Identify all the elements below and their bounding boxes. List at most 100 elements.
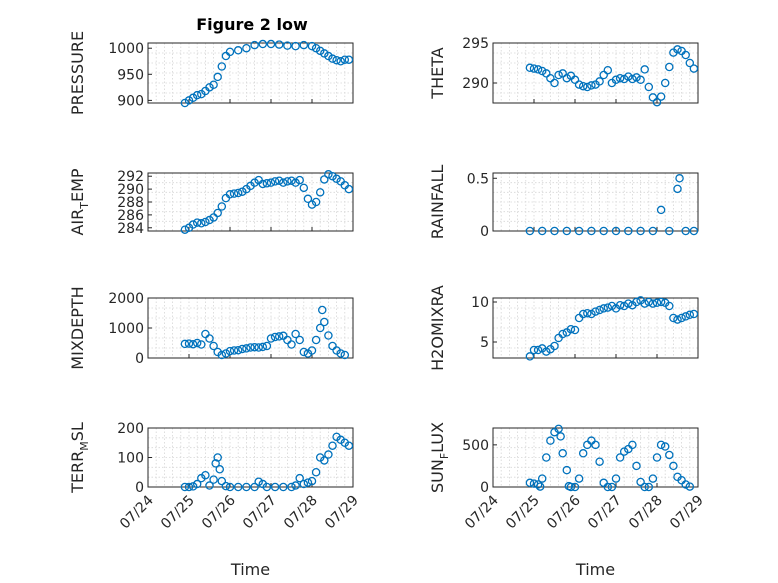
data-point <box>615 300 625 310</box>
data-point <box>324 331 333 340</box>
data-point <box>558 329 567 339</box>
data-point <box>525 226 535 236</box>
data-point <box>307 41 317 51</box>
data-point <box>225 482 235 492</box>
data-point <box>550 78 559 88</box>
subplot-theta: 290 295 THETA <box>428 36 699 107</box>
data-point <box>233 188 243 198</box>
data-point <box>677 313 686 323</box>
y-tick-label: 0 <box>135 480 144 496</box>
data-point <box>217 202 227 211</box>
data-point <box>656 440 666 450</box>
data-point <box>550 226 559 236</box>
data-point <box>562 73 572 83</box>
data-point <box>262 179 272 188</box>
data-point <box>250 482 259 492</box>
data-point <box>233 345 243 355</box>
data-point <box>566 482 576 492</box>
y-axis-label: AIRTEMP <box>68 168 91 235</box>
y-tick-label: 950 <box>117 67 144 83</box>
data-point <box>570 325 580 335</box>
data-point <box>673 45 682 54</box>
data-point <box>332 55 341 65</box>
data-point <box>660 78 670 88</box>
data-point <box>254 477 263 486</box>
data-point <box>675 174 684 183</box>
x-axis-label: Time <box>575 560 615 579</box>
data-point <box>221 481 231 491</box>
data-point <box>665 226 674 236</box>
data-point <box>529 64 539 73</box>
data-point <box>213 72 222 82</box>
data-point <box>213 208 222 218</box>
data-point <box>669 461 678 471</box>
data-point <box>320 175 329 184</box>
data-point <box>258 179 268 189</box>
data-point <box>648 93 658 102</box>
data-point <box>225 47 235 57</box>
x-tick-label: 07/28 <box>626 493 666 533</box>
data-point <box>535 482 545 491</box>
data-point <box>550 341 559 351</box>
data-point <box>603 482 613 492</box>
data-point <box>607 301 617 311</box>
data-point <box>595 77 604 86</box>
data-point <box>533 480 543 489</box>
data-point <box>595 457 604 466</box>
data-point <box>225 346 235 356</box>
data-point <box>587 226 596 236</box>
data-point <box>250 342 259 352</box>
data-point <box>328 441 337 450</box>
y-tick-label: 0.5 <box>467 171 489 187</box>
data-point <box>344 55 354 64</box>
chart-title: Figure 2 low <box>196 15 308 34</box>
data-point <box>291 41 300 51</box>
data-point <box>311 467 321 477</box>
data-point <box>681 480 690 489</box>
data-point <box>628 74 637 84</box>
data-point <box>211 459 220 468</box>
data-point <box>640 482 649 492</box>
data-point <box>344 184 354 194</box>
data-point <box>562 465 572 475</box>
data-point <box>229 346 239 355</box>
data-point <box>242 43 251 53</box>
y-tick-label: 500 <box>462 438 489 454</box>
data-point <box>644 482 654 492</box>
data-point <box>562 226 572 236</box>
data-point <box>233 482 243 492</box>
data-point <box>250 40 259 50</box>
data-point <box>652 298 662 308</box>
data-point <box>192 338 202 348</box>
data-point <box>242 482 251 492</box>
data-point <box>279 178 288 187</box>
data-point <box>311 197 321 207</box>
data-point <box>636 226 645 236</box>
data-point <box>542 453 551 462</box>
data-point <box>603 303 613 312</box>
data-point <box>599 304 608 313</box>
data-point <box>279 482 288 492</box>
y-tick-label: 295 <box>462 36 489 52</box>
data-point <box>229 189 239 198</box>
data-point <box>648 474 658 483</box>
data-point <box>656 297 666 307</box>
data-point <box>619 301 629 311</box>
data-point <box>665 450 674 460</box>
data-point <box>254 343 263 352</box>
data-point <box>632 297 641 307</box>
x-tick-label: 07/29 <box>667 493 707 533</box>
subplot-mixdepth: 0 1000 2000 MIXDEPTH <box>68 286 354 370</box>
data-point <box>636 75 645 85</box>
data-point <box>320 317 329 327</box>
data-point <box>217 62 227 71</box>
data-point <box>574 474 584 483</box>
data-point <box>615 453 625 462</box>
data-point <box>611 226 621 236</box>
subplot-pressure: 900 950 1000 PRESSURE <box>68 31 354 115</box>
data-point <box>291 329 300 339</box>
data-point <box>632 73 641 82</box>
data-point <box>640 299 649 308</box>
data-point <box>673 184 682 194</box>
